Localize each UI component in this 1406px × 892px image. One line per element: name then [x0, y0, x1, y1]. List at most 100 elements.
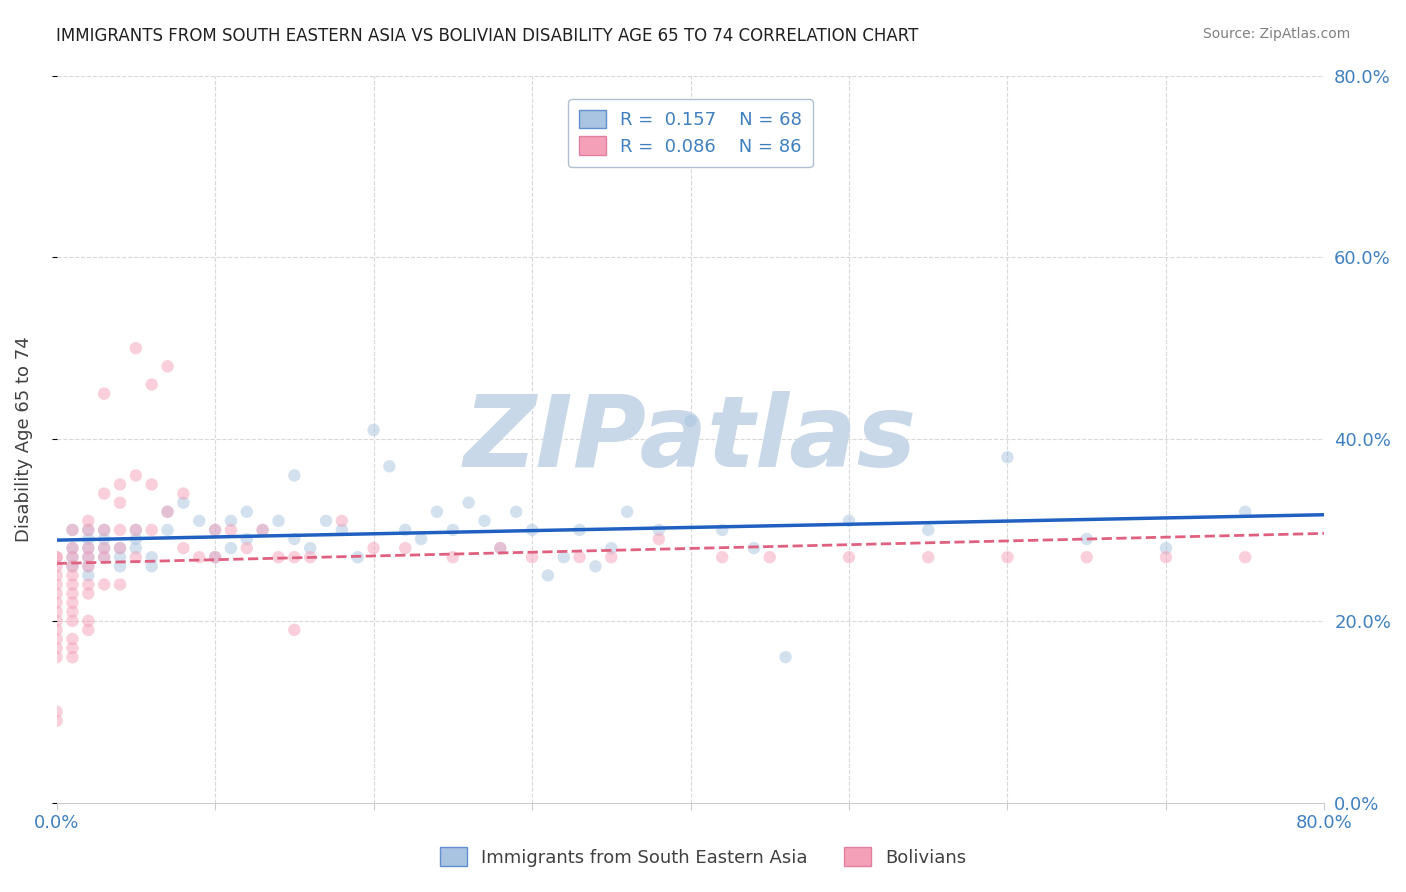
- Point: [711, 523, 734, 537]
- Point: [62, 541, 84, 555]
- Point: [77, 550, 100, 565]
- Point: [45, 586, 67, 600]
- Point: [62, 559, 84, 574]
- Point: [520, 523, 543, 537]
- Point: [93, 550, 115, 565]
- Point: [917, 550, 939, 565]
- Y-axis label: Disability Age 65 to 74: Disability Age 65 to 74: [15, 336, 32, 542]
- Point: [62, 550, 84, 565]
- Point: [125, 532, 148, 546]
- Point: [600, 550, 623, 565]
- Point: [141, 550, 163, 565]
- Legend: Immigrants from South Eastern Asia, Bolivians: Immigrants from South Eastern Asia, Boli…: [433, 840, 973, 874]
- Point: [77, 568, 100, 582]
- Point: [77, 614, 100, 628]
- Point: [45, 577, 67, 591]
- Point: [125, 468, 148, 483]
- Point: [204, 523, 226, 537]
- Point: [394, 523, 416, 537]
- Point: [505, 505, 527, 519]
- Point: [1154, 541, 1177, 555]
- Point: [77, 541, 100, 555]
- Point: [679, 414, 702, 428]
- Point: [108, 496, 131, 510]
- Point: [1234, 505, 1257, 519]
- Point: [93, 541, 115, 555]
- Point: [172, 541, 194, 555]
- Point: [156, 359, 179, 374]
- Point: [62, 605, 84, 619]
- Point: [108, 559, 131, 574]
- Point: [77, 523, 100, 537]
- Point: [141, 559, 163, 574]
- Point: [267, 514, 290, 528]
- Point: [441, 550, 464, 565]
- Point: [315, 514, 337, 528]
- Point: [1076, 532, 1098, 546]
- Point: [156, 505, 179, 519]
- Point: [838, 550, 860, 565]
- Point: [125, 550, 148, 565]
- Point: [188, 550, 211, 565]
- Point: [188, 514, 211, 528]
- Point: [45, 605, 67, 619]
- Point: [62, 559, 84, 574]
- Text: Source: ZipAtlas.com: Source: ZipAtlas.com: [1202, 27, 1350, 41]
- Point: [457, 496, 479, 510]
- Point: [537, 568, 560, 582]
- Point: [93, 486, 115, 500]
- Point: [77, 586, 100, 600]
- Point: [62, 596, 84, 610]
- Point: [45, 550, 67, 565]
- Text: ZIPatlas: ZIPatlas: [464, 391, 917, 488]
- Point: [252, 523, 274, 537]
- Point: [648, 523, 671, 537]
- Point: [141, 523, 163, 537]
- Point: [62, 523, 84, 537]
- Point: [77, 559, 100, 574]
- Point: [45, 559, 67, 574]
- Point: [219, 541, 242, 555]
- Point: [520, 550, 543, 565]
- Point: [219, 523, 242, 537]
- Point: [997, 550, 1019, 565]
- Point: [283, 550, 305, 565]
- Point: [77, 550, 100, 565]
- Point: [156, 523, 179, 537]
- Point: [62, 568, 84, 582]
- Point: [108, 541, 131, 555]
- Point: [363, 423, 385, 437]
- Point: [172, 486, 194, 500]
- Point: [330, 514, 353, 528]
- Point: [77, 514, 100, 528]
- Point: [441, 523, 464, 537]
- Point: [62, 650, 84, 665]
- Point: [45, 714, 67, 728]
- Point: [299, 541, 322, 555]
- Point: [62, 577, 84, 591]
- Point: [77, 559, 100, 574]
- Point: [283, 532, 305, 546]
- Point: [45, 705, 67, 719]
- Point: [62, 586, 84, 600]
- Point: [775, 650, 797, 665]
- Point: [1076, 550, 1098, 565]
- Point: [77, 541, 100, 555]
- Point: [62, 541, 84, 555]
- Point: [363, 541, 385, 555]
- Point: [93, 386, 115, 401]
- Point: [411, 532, 433, 546]
- Point: [125, 523, 148, 537]
- Point: [758, 550, 780, 565]
- Point: [93, 550, 115, 565]
- Point: [172, 496, 194, 510]
- Point: [236, 532, 259, 546]
- Point: [583, 559, 606, 574]
- Point: [568, 550, 591, 565]
- Point: [553, 550, 575, 565]
- Point: [45, 623, 67, 637]
- Point: [204, 550, 226, 565]
- Text: IMMIGRANTS FROM SOUTH EASTERN ASIA VS BOLIVIAN DISABILITY AGE 65 TO 74 CORRELATI: IMMIGRANTS FROM SOUTH EASTERN ASIA VS BO…: [56, 27, 918, 45]
- Point: [108, 550, 131, 565]
- Point: [252, 523, 274, 537]
